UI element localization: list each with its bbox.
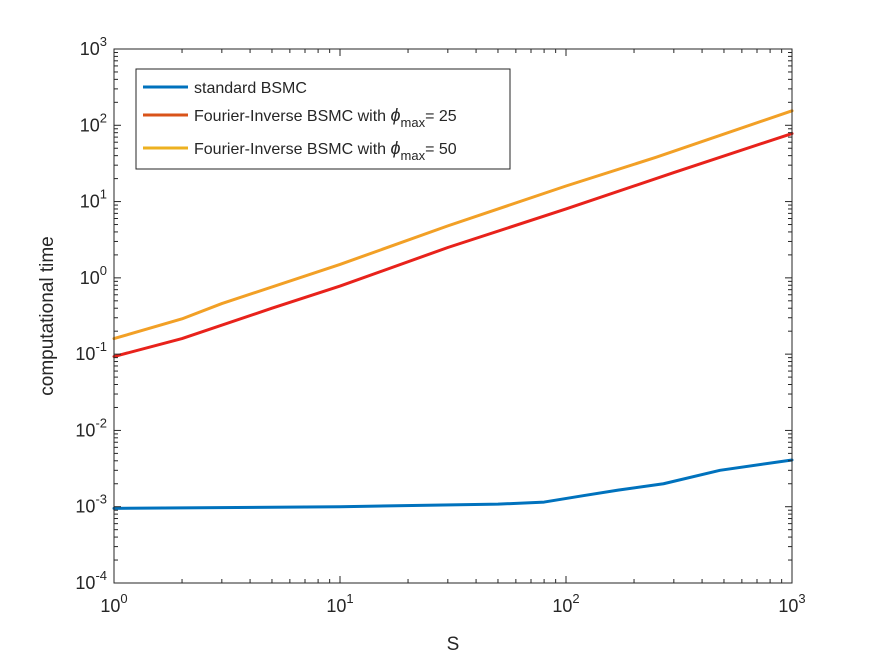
y-tick-label-base: 10 bbox=[75, 344, 95, 364]
y-tick-label: 101 bbox=[80, 187, 107, 212]
y-tick-label-base: 10 bbox=[75, 497, 95, 517]
legend-label-2: Fourier-Inverse BSMC with ϕmax= 25 bbox=[194, 105, 457, 130]
y-axis-label: computational time bbox=[37, 236, 58, 395]
y-tick-label-exponent: 1 bbox=[100, 187, 107, 202]
legend: standard BSMC Fourier-Inverse BSMC with ϕ… bbox=[135, 68, 511, 170]
series-line-2 bbox=[112, 132, 794, 359]
x-tick-label-exponent: 1 bbox=[346, 591, 353, 606]
legend-label-subscript: max bbox=[401, 115, 426, 130]
y-tick-label-exponent: -3 bbox=[95, 492, 107, 507]
legend-label-text: Fourier-Inverse BSMC with bbox=[194, 141, 391, 158]
y-tick-label-exponent: 3 bbox=[100, 34, 107, 49]
legend-box bbox=[135, 68, 511, 170]
x-tick-label-base: 10 bbox=[778, 596, 798, 616]
y-tick-label: 103 bbox=[80, 34, 107, 59]
axes-box bbox=[113, 48, 793, 584]
y-tick-label-exponent: -1 bbox=[95, 339, 107, 354]
series-layer bbox=[112, 109, 794, 510]
series-line-3 bbox=[112, 109, 794, 341]
y-tick-label: 10-4 bbox=[75, 568, 107, 593]
y-tick-label-base: 10 bbox=[75, 573, 95, 593]
legend-label-3: Fourier-Inverse BSMC with ϕmax= 50 bbox=[194, 138, 457, 163]
legend-label-1: standard BSMC bbox=[194, 80, 307, 97]
legend-label-symbol: ϕ bbox=[391, 105, 401, 125]
y-tick-label-base: 10 bbox=[80, 39, 100, 59]
legend-label-suffix: = 50 bbox=[425, 141, 457, 158]
y-tick-label-exponent: -4 bbox=[95, 568, 107, 583]
y-tick-label-base: 10 bbox=[80, 115, 100, 135]
legend-label-subscript: max bbox=[401, 148, 426, 163]
legend-label-text: standard BSMC bbox=[194, 80, 307, 97]
y-tick-label-base: 10 bbox=[75, 420, 95, 440]
x-tick-label: 100 bbox=[100, 591, 127, 616]
x-tick-label: 101 bbox=[326, 591, 353, 616]
x-tick-label-exponent: 3 bbox=[798, 591, 805, 606]
y-tick-label-exponent: -2 bbox=[95, 415, 107, 430]
x-tick-label-base: 10 bbox=[326, 596, 346, 616]
x-tick-label-base: 10 bbox=[552, 596, 572, 616]
legend-label-suffix: = 25 bbox=[425, 108, 457, 125]
y-tick-label-base: 10 bbox=[80, 268, 100, 288]
y-tick-label: 100 bbox=[80, 263, 107, 288]
x-tick-label-exponent: 0 bbox=[120, 591, 127, 606]
x-tick-label-base: 10 bbox=[100, 596, 120, 616]
legend-label-symbol: ϕ bbox=[391, 138, 401, 158]
y-tick-label: 10-1 bbox=[75, 339, 107, 364]
x-tick-label: 102 bbox=[552, 591, 579, 616]
y-tick-label: 102 bbox=[80, 110, 107, 135]
y-tick-label: 10-3 bbox=[75, 492, 107, 517]
y-tick-label: 10-2 bbox=[75, 415, 107, 440]
legend-label-text: Fourier-Inverse BSMC with bbox=[194, 108, 391, 125]
series-line-1 bbox=[112, 458, 794, 510]
y-tick-label-exponent: 0 bbox=[100, 263, 107, 278]
y-tick-label-exponent: 2 bbox=[100, 110, 107, 125]
y-tick-label-base: 10 bbox=[80, 192, 100, 212]
x-axis-label: S bbox=[447, 634, 460, 655]
x-tick-label: 103 bbox=[778, 591, 805, 616]
x-tick-label-exponent: 2 bbox=[572, 591, 579, 606]
